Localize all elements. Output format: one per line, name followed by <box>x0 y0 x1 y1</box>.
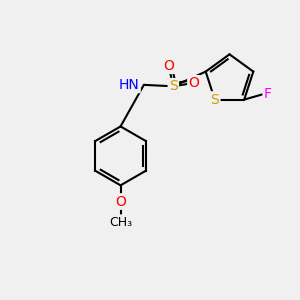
Text: O: O <box>164 59 174 73</box>
Text: F: F <box>264 87 272 101</box>
Text: O: O <box>115 194 126 208</box>
Text: HN: HN <box>119 78 140 92</box>
Text: S: S <box>169 79 178 93</box>
Text: S: S <box>210 93 219 106</box>
Text: CH₃: CH₃ <box>109 216 132 229</box>
Text: O: O <box>188 76 200 90</box>
